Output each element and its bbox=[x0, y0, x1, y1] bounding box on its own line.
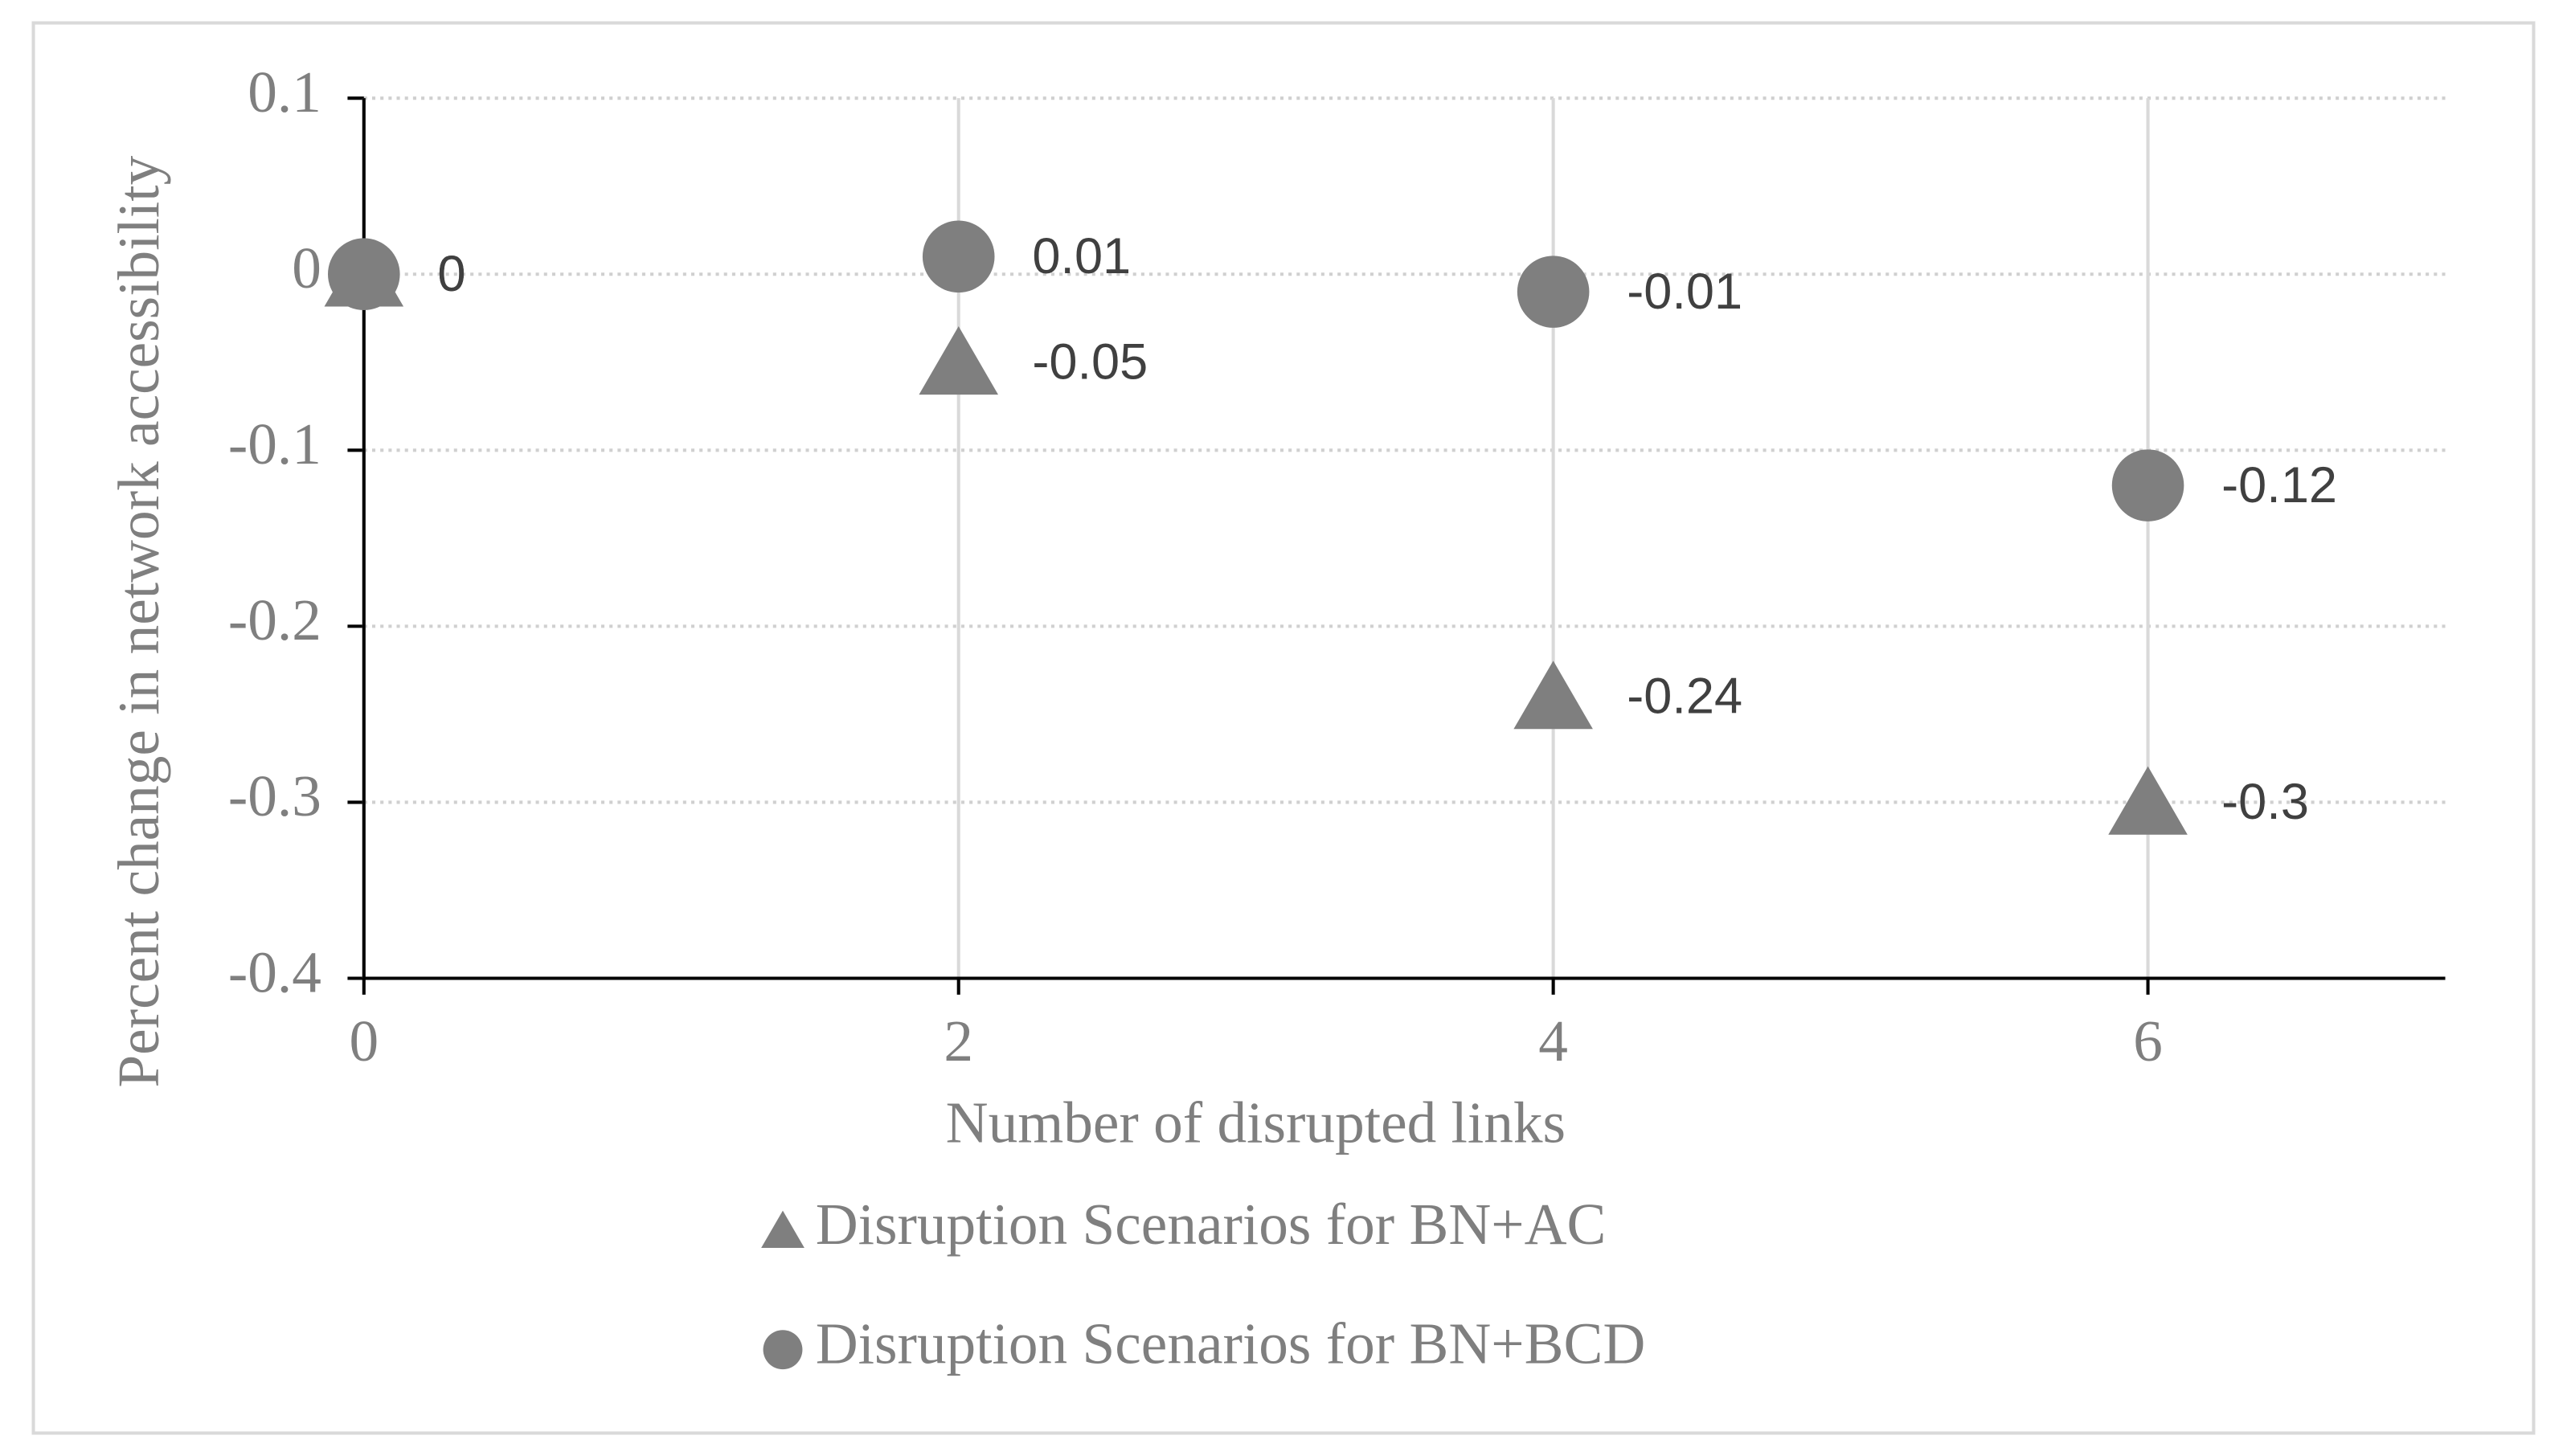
point bbox=[2111, 449, 2184, 521]
y-tick-label: -0.2 bbox=[228, 587, 321, 652]
point bbox=[328, 238, 400, 311]
point bbox=[1513, 661, 1593, 730]
data-label: 0.01 bbox=[1032, 228, 1131, 284]
data-label: -0.12 bbox=[2221, 457, 2337, 513]
chart-frame bbox=[31, 21, 2536, 1435]
x-tick-label: 6 bbox=[2133, 1008, 2163, 1074]
data-label: -0.05 bbox=[1032, 334, 1148, 391]
y-axis-label: Percent change in network accessibility bbox=[106, 155, 171, 1087]
data-label: 0 bbox=[437, 246, 465, 302]
x-axis-label: Number of disrupted links bbox=[946, 1090, 1566, 1155]
data-label: -0.3 bbox=[2221, 774, 2309, 830]
x-tick-label: 0 bbox=[349, 1008, 379, 1074]
legend-marker bbox=[761, 1210, 804, 1249]
y-tick-label: -0.1 bbox=[228, 411, 321, 476]
legend-marker bbox=[763, 1330, 803, 1370]
point bbox=[919, 325, 998, 395]
point bbox=[1517, 256, 1590, 328]
y-tick-label: 0.1 bbox=[248, 59, 321, 125]
y-tick-label: -0.4 bbox=[228, 939, 321, 1004]
x-tick-label: 4 bbox=[1538, 1008, 1568, 1074]
data-label: -0.01 bbox=[1627, 264, 1742, 320]
data-label: -0.24 bbox=[1627, 669, 1742, 725]
x-tick-label: 2 bbox=[944, 1008, 973, 1074]
legend-label: Disruption Scenarios for BN+BCD bbox=[816, 1311, 1646, 1376]
point bbox=[922, 220, 995, 293]
y-tick-label: 0 bbox=[292, 235, 321, 301]
y-tick-label: -0.3 bbox=[228, 763, 321, 828]
legend-label: Disruption Scenarios for BN+AC bbox=[816, 1192, 1607, 1257]
data-label: 0 bbox=[437, 246, 465, 302]
point bbox=[2108, 766, 2188, 835]
